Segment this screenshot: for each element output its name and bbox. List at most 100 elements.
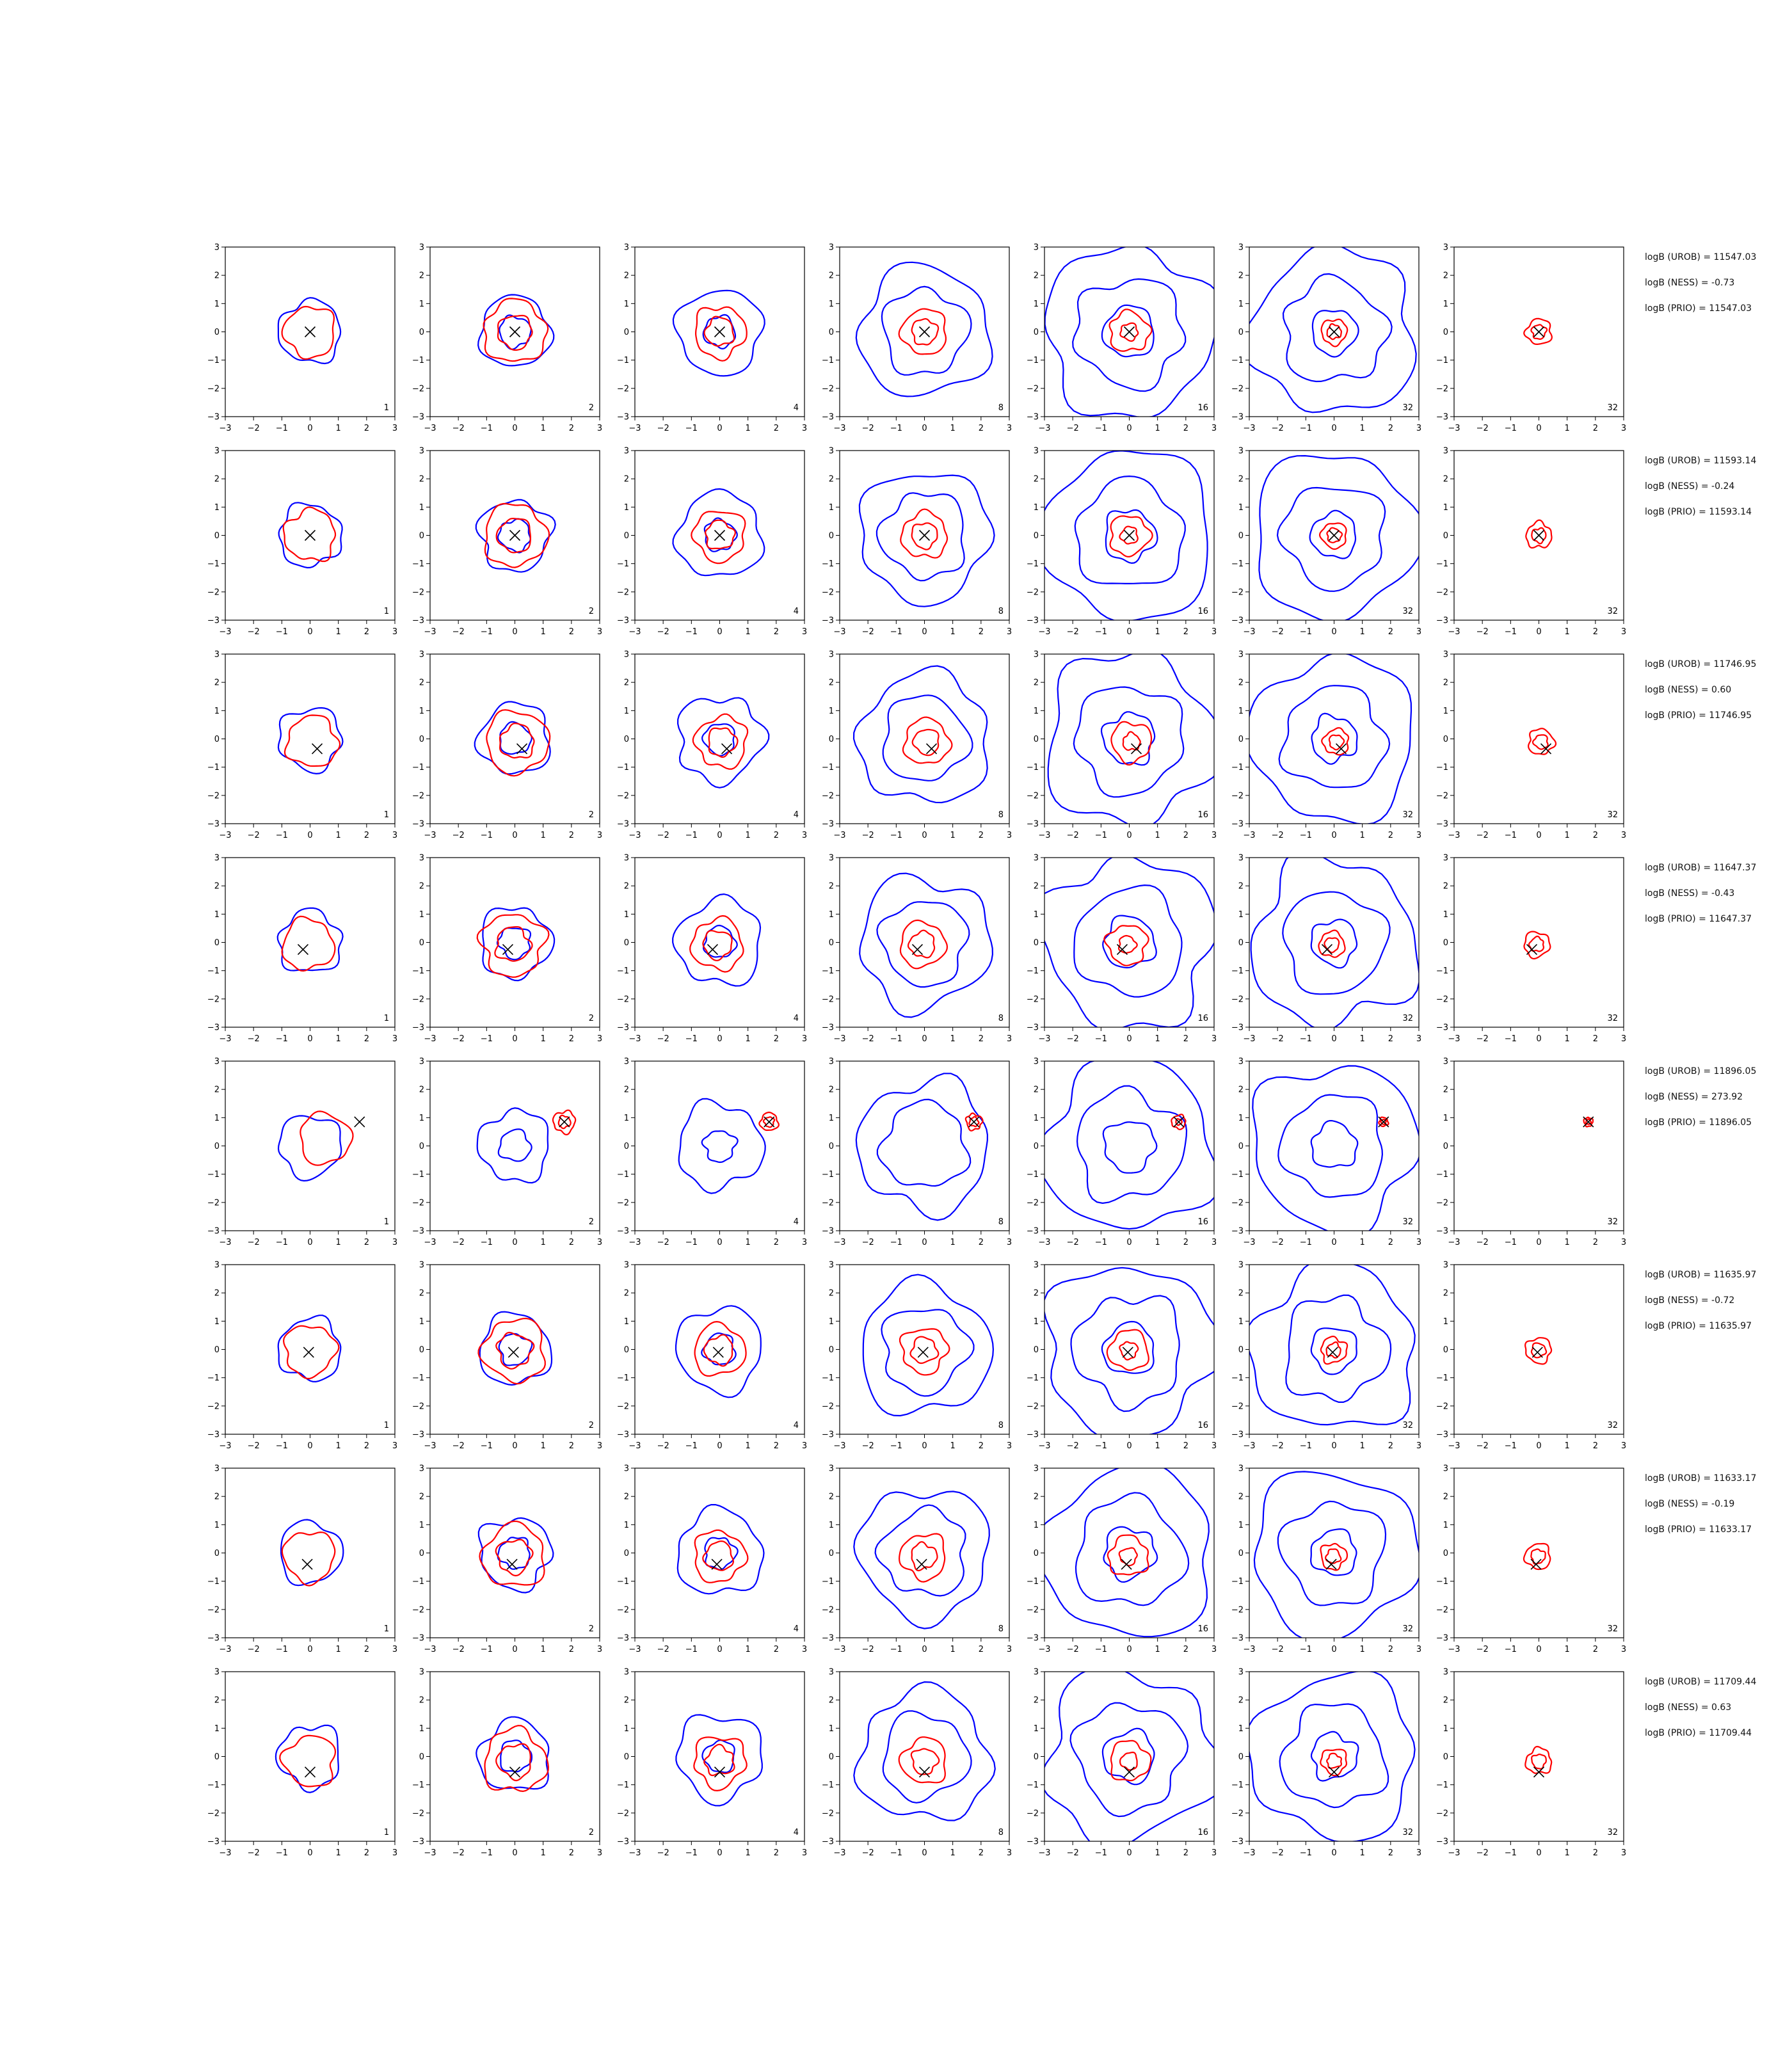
- true-value-marker: [1532, 1347, 1543, 1358]
- y-tick-label: 3: [419, 1464, 424, 1474]
- y-tick-label: −3: [1231, 1023, 1244, 1033]
- x-tick-label: 2: [364, 1238, 369, 1247]
- x-tick-label: 0: [307, 1441, 312, 1451]
- x-tick-label: 3: [1007, 1848, 1012, 1858]
- plot-area: [862, 1274, 995, 1417]
- y-tick-label: 1: [1443, 1521, 1448, 1530]
- x-tick-label: 2: [979, 1238, 984, 1247]
- x-tick-label: 0: [1536, 1034, 1541, 1044]
- x-tick-label: 1: [950, 1441, 956, 1451]
- x-tick-label: 0: [307, 627, 312, 637]
- red-contour: [900, 508, 948, 559]
- y-tick-label: 3: [1034, 854, 1039, 863]
- red-contour: [1318, 522, 1347, 550]
- red-contour: [557, 1114, 572, 1130]
- x-tick-label: −3: [833, 1441, 845, 1451]
- panel-r2-c2: −3−3 −2 −2 −1 −1 0 0 1 1 2 2 3 3 2: [412, 447, 602, 637]
- plot-area: [477, 294, 555, 367]
- y-tick-label: 1: [1238, 503, 1244, 513]
- stat-ness: logB (NESS) = -0.73: [1645, 278, 1735, 288]
- plot-area: [1044, 1267, 1214, 1434]
- x-tick-label: 3: [1212, 1848, 1217, 1858]
- red-contour: [702, 1540, 735, 1571]
- true-value-marker: [506, 1558, 518, 1570]
- x-tick-label: −2: [452, 1848, 465, 1858]
- y-tick-label: 3: [214, 1261, 220, 1270]
- y-tick-label: 2: [1034, 678, 1039, 688]
- y-tick-label: 1: [1238, 1724, 1244, 1734]
- axes-frame: [1453, 1264, 1624, 1435]
- y-tick-label: 1: [1238, 910, 1244, 920]
- y-tick-label: −1: [1436, 1780, 1448, 1790]
- red-contour: [1108, 308, 1153, 352]
- axes-frame: [634, 653, 805, 824]
- true-value-marker: [303, 1347, 314, 1358]
- panel-r3-c2: −3−3 −2 −2 −1 −1 0 0 1 1 2 2 3 3 2: [412, 650, 602, 841]
- x-tick-label: 0: [1536, 1848, 1541, 1858]
- x-tick-label: 1: [541, 1645, 546, 1654]
- panel-r5-c2: −3−3 −2 −2 −1 −1 0 0 1 1 2 2 3 3 2: [412, 1057, 602, 1248]
- x-tick-label: −2: [862, 1238, 874, 1247]
- x-tick-label: 0: [512, 627, 517, 637]
- x-tick-label: 2: [364, 1848, 369, 1858]
- y-tick-label: −2: [822, 1198, 834, 1208]
- x-tick-label: 1: [1360, 1645, 1365, 1654]
- blue-contour: [474, 701, 551, 775]
- x-tick-label: 3: [1212, 627, 1217, 637]
- y-tick-label: −1: [412, 559, 424, 569]
- panel-label: 8: [998, 1828, 1004, 1837]
- x-tick-label: 1: [746, 1848, 751, 1858]
- y-tick-label: −3: [412, 1634, 424, 1644]
- x-tick-label: 3: [1621, 424, 1626, 433]
- y-tick-label: −2: [617, 1809, 629, 1818]
- y-tick-label: 3: [829, 1261, 834, 1270]
- true-value-marker: [1335, 743, 1347, 755]
- y-tick-label: −1: [822, 1780, 834, 1790]
- panel-r6-c1: −3−3 −2 −2 −1 −1 0 0 1 1 2 2 3 3 1: [207, 1261, 397, 1452]
- panel-r6-c2: −3−3 −2 −2 −1 −1 0 0 1 1 2 2 3 3 2: [412, 1261, 602, 1452]
- blue-contour: [1310, 1327, 1357, 1375]
- y-tick-label: 3: [419, 1057, 424, 1067]
- blue-contour: [497, 1537, 531, 1570]
- y-tick-label: 0: [419, 531, 424, 541]
- y-tick-label: −2: [412, 1402, 424, 1411]
- x-tick-label: 0: [922, 424, 927, 433]
- blue-contour: [1074, 475, 1186, 584]
- y-tick-label: 0: [1238, 938, 1244, 948]
- plot-area: [280, 1519, 344, 1587]
- axes-frame: [634, 1468, 805, 1638]
- panel-label: 32: [1402, 1217, 1413, 1227]
- true-value-marker: [1123, 1766, 1135, 1778]
- y-tick-label: −1: [617, 1170, 629, 1180]
- red-contour: [1523, 317, 1553, 345]
- panel-r8-c7: −3−3 −2 −2 −1 −1 0 0 1 1 2 2 3 3 32: [1436, 1668, 1626, 1859]
- y-tick-label: −1: [822, 356, 834, 365]
- y-tick-label: 2: [829, 475, 834, 484]
- red-contour: [898, 308, 947, 355]
- red-contour: [1119, 1751, 1138, 1771]
- panel-label: 2: [589, 1217, 594, 1227]
- x-tick-label: −1: [685, 627, 698, 637]
- x-tick-label: 2: [364, 424, 369, 433]
- y-tick-label: −3: [1436, 1227, 1448, 1236]
- x-tick-label: 1: [541, 831, 546, 840]
- y-tick-label: −2: [207, 1605, 220, 1615]
- x-tick-label: −3: [628, 424, 641, 433]
- y-tick-label: 0: [829, 1345, 834, 1355]
- x-tick-label: −3: [628, 1238, 641, 1247]
- x-tick-label: 1: [541, 1441, 546, 1451]
- plot-area: [476, 1107, 577, 1184]
- y-tick-label: −1: [1436, 1170, 1448, 1180]
- stat-ness: logB (NESS) = -0.72: [1645, 1295, 1735, 1306]
- y-tick-label: 1: [624, 910, 629, 920]
- x-tick-label: 3: [392, 831, 397, 840]
- plot-area: [1249, 1672, 1416, 1841]
- x-tick-label: −2: [657, 1441, 669, 1451]
- blue-contour: [277, 1115, 342, 1182]
- x-tick-label: −3: [424, 1645, 436, 1654]
- x-tick-label: −1: [1095, 1645, 1107, 1654]
- y-tick-label: 0: [1443, 531, 1448, 541]
- x-tick-label: −1: [276, 424, 288, 433]
- x-tick-label: 1: [746, 1645, 751, 1654]
- x-tick-label: 1: [1565, 1441, 1570, 1451]
